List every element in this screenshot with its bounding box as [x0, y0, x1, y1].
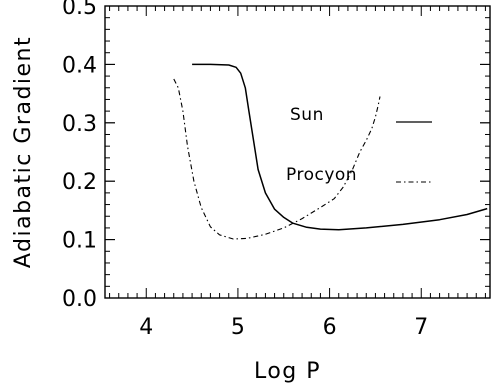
tick-labels: 0.0 0.1 0.2 0.3 0.4 0.5 4 5 6 7 [62, 0, 428, 340]
y-tick-label: 0.4 [62, 53, 97, 78]
legend: Sun Procyon [286, 105, 432, 185]
y-tick-label: 0.1 [62, 229, 97, 254]
x-axis-label: Log P [254, 359, 321, 384]
legend-label-sun: Sun [290, 105, 324, 125]
legend-label-procyon: Procyon [286, 165, 357, 185]
x-tick-label: 6 [323, 315, 337, 340]
x-tick-label: 7 [414, 315, 428, 340]
y-tick-label: 0.2 [62, 170, 97, 195]
plot-area: 0.0 0.1 0.2 0.3 0.4 0.5 4 5 6 7 Sun Procyon [62, 0, 491, 340]
series-line-sun [192, 63, 488, 231]
y-tick-label: 0.0 [62, 287, 97, 312]
x-tick-label: 4 [139, 315, 153, 340]
series-layer [173, 63, 488, 240]
y-axis-label: Adiabatic Gradient [11, 36, 36, 268]
x-tick-label: 5 [231, 315, 245, 340]
plot-frame [104, 5, 491, 299]
y-tick-label: 0.3 [62, 112, 97, 137]
series-line-procyon [173, 78, 381, 240]
axis-ticks [105, 5, 490, 299]
y-tick-label: 0.5 [62, 0, 97, 20]
